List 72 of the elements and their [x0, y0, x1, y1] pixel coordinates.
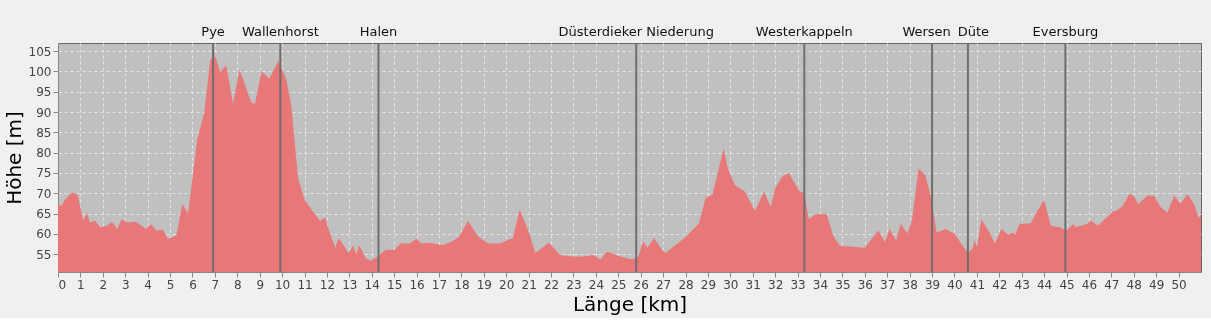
x-tick-label: 43	[1014, 277, 1030, 292]
x-tick-label: 23	[566, 277, 582, 292]
ref-line-label: Westerkappeln	[755, 24, 853, 39]
x-tick-label: 48	[1126, 277, 1142, 292]
x-tick-label: 50	[1171, 277, 1187, 292]
x-tick-label: 19	[476, 277, 492, 292]
y-tick-label: 60	[36, 227, 52, 242]
x-tick-label: 47	[1104, 277, 1120, 292]
ref-line-label: Pye	[201, 24, 225, 39]
x-tick-label: 35	[835, 277, 851, 292]
x-tick-label: 7	[211, 277, 220, 292]
ref-line-label: Wallenhorst	[241, 24, 319, 39]
x-tick-label: 30	[723, 277, 739, 292]
x-tick-label: 28	[678, 277, 694, 292]
x-axis-title: Länge [km]	[572, 291, 688, 316]
x-tick-label: 26	[633, 277, 649, 292]
x-tick-label: 3	[121, 277, 130, 292]
y-tick-label: 80	[36, 146, 52, 161]
x-tick-label: 18	[454, 277, 470, 292]
x-tick-label: 21	[521, 277, 537, 292]
y-tick-label: 90	[36, 105, 52, 120]
ref-line-label: Düsterdieker Niederung	[558, 24, 714, 39]
x-tick-label: 46	[1081, 277, 1098, 292]
x-tick-label: 39	[924, 277, 941, 292]
x-tick-label: 49	[1149, 277, 1165, 292]
x-tick-label: 1	[77, 277, 85, 292]
x-tick-label: 44	[1036, 277, 1053, 292]
x-tick-label: 31	[745, 277, 761, 292]
x-tick-label: 22	[543, 277, 560, 292]
x-tick-label: 20	[499, 277, 515, 292]
x-tick-label: 9	[256, 277, 265, 292]
x-tick-label: 42	[992, 277, 1008, 292]
y-tick-label: 95	[36, 85, 52, 100]
x-tick-label: 27	[655, 277, 672, 292]
y-tick-label: 100	[28, 64, 52, 79]
x-tick-label: 17	[431, 277, 448, 292]
y-tick-label: 70	[36, 186, 52, 201]
x-tick-label: 41	[969, 277, 986, 292]
ref-line-label: Düte	[957, 24, 990, 39]
x-tick-label: 0	[58, 277, 67, 292]
x-tick-label: 33	[790, 277, 806, 292]
x-tick-label: 8	[233, 277, 242, 292]
x-tick-label: 29	[700, 277, 717, 292]
x-tick-label: 38	[902, 277, 918, 292]
x-tick-label: 2	[99, 277, 108, 292]
x-tick-label: 4	[144, 277, 152, 292]
y-tick-label: 75	[36, 166, 52, 181]
x-tick-label: 13	[342, 277, 358, 292]
x-tick-label: 37	[880, 277, 896, 292]
x-tick-label: 6	[189, 277, 197, 292]
x-tick-label: 12	[319, 277, 336, 292]
x-tick-label: 11	[297, 277, 313, 292]
ref-line-label: Halen	[359, 24, 398, 39]
y-tick-label: 55	[36, 247, 52, 262]
x-tick-label: 15	[387, 277, 403, 292]
x-tick-label: 25	[611, 277, 627, 292]
x-tick-label: 16	[409, 277, 425, 292]
ref-line-label: Wersen	[902, 24, 951, 39]
y-tick-label: 85	[36, 125, 52, 140]
x-tick-label: 24	[588, 277, 605, 292]
x-tick-label: 36	[857, 277, 873, 292]
x-tick-label: 32	[768, 277, 784, 292]
x-tick-label: 10	[274, 277, 291, 292]
y-tick-label: 65	[36, 207, 52, 222]
x-tick-label: 40	[947, 277, 963, 292]
y-tick-label: 105	[28, 44, 52, 59]
x-tick-label: 5	[166, 277, 175, 292]
x-tick-label: 34	[812, 277, 829, 292]
y-axis-title: Höhe [m]	[1, 111, 26, 205]
ref-line-label: Eversburg	[1032, 24, 1099, 39]
x-tick-label: 14	[364, 277, 380, 292]
x-tick-label: 45	[1059, 277, 1075, 292]
